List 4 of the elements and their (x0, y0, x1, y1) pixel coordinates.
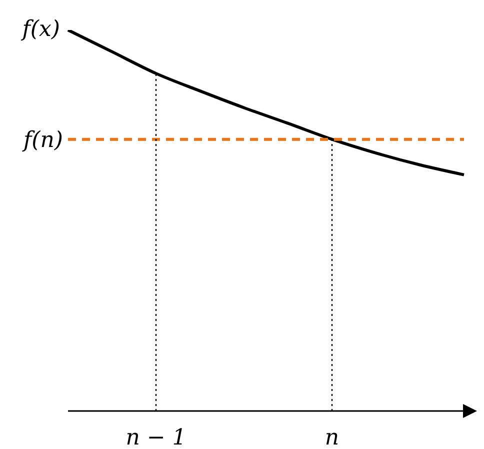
ref-line-label: f(n) (22, 128, 63, 154)
series-label: f(x) (20, 17, 60, 42)
x-tick-label: n − 1 (126, 426, 186, 449)
x-tick-label: n (324, 426, 340, 449)
